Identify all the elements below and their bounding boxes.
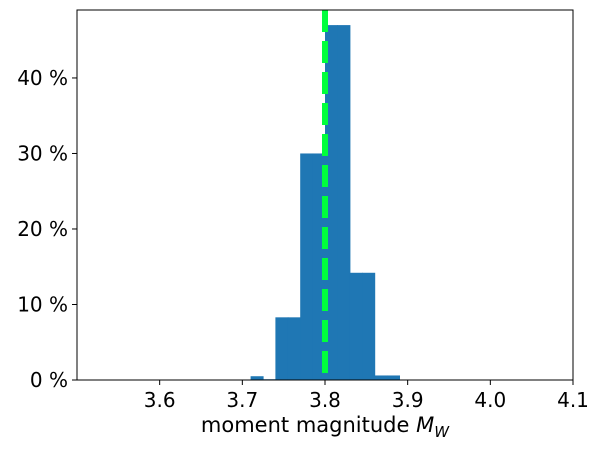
- x-tick-label-0: 3.6: [144, 388, 176, 412]
- x-tick-label-3: 3.9: [392, 388, 424, 412]
- y-tick-label-1: 10 %: [17, 292, 68, 316]
- x-tick-label-4: 4.0: [474, 388, 506, 412]
- histogram-bar-3: [287, 317, 301, 380]
- x-tick-label-1: 3.7: [226, 388, 258, 412]
- x-axis-label-symbol: M: [416, 413, 434, 437]
- x-tick-label-5: 4.1: [557, 388, 589, 412]
- x-tick-label-2: 3.8: [309, 388, 341, 412]
- histogram-bar-6: [325, 25, 338, 380]
- histogram-bar-10: [374, 375, 388, 380]
- x-axis-ticks: 3.6 3.7 3.8 3.9 4.0 4.1: [144, 380, 589, 412]
- histogram-bar-2: [275, 317, 289, 380]
- histogram-bar-7: [337, 25, 351, 380]
- x-axis-label-prefix: moment magnitude: [201, 413, 416, 437]
- y-tick-label-2: 20 %: [17, 217, 68, 241]
- y-tick-label-3: 30 %: [17, 141, 68, 165]
- y-axis-ticks: 0 % 10 % 20 % 30 % 40 %: [17, 66, 77, 392]
- y-tick-label-0: 0 %: [30, 368, 68, 392]
- histogram-bar-8: [349, 272, 363, 380]
- x-axis-label-subscript: W: [434, 423, 450, 441]
- histogram-bar-0: [250, 376, 264, 380]
- histogram-bar-9: [362, 272, 376, 380]
- histogram-bar-11: [387, 375, 400, 380]
- x-axis-label: moment magnitude MW: [201, 413, 450, 441]
- histogram-bars: [250, 25, 400, 380]
- histogram-bar-4: [300, 153, 314, 380]
- y-tick-label-4: 40 %: [17, 66, 68, 90]
